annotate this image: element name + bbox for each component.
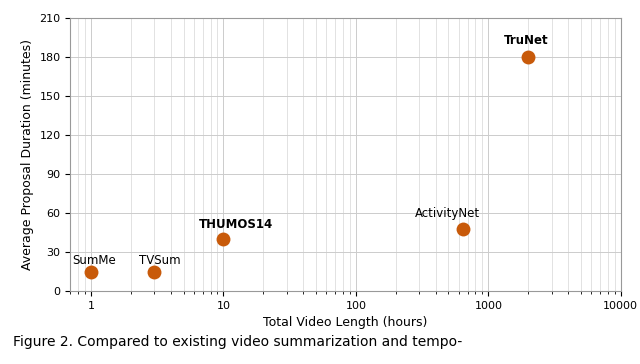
Point xyxy=(218,236,228,242)
Point xyxy=(458,226,468,232)
Text: SumMe: SumMe xyxy=(72,253,116,266)
Point xyxy=(86,269,96,274)
X-axis label: Total Video Length (hours): Total Video Length (hours) xyxy=(264,316,428,329)
Y-axis label: Average Proposal Duration (minutes): Average Proposal Duration (minutes) xyxy=(21,39,34,270)
Text: TVSum: TVSum xyxy=(139,253,180,266)
Text: TruNet: TruNet xyxy=(504,34,548,47)
Text: Figure 2. Compared to existing video summarization and tempo-: Figure 2. Compared to existing video sum… xyxy=(13,336,462,349)
Point xyxy=(523,54,533,60)
Point xyxy=(149,269,159,274)
Text: ActivityNet: ActivityNet xyxy=(415,207,480,220)
Text: THUMOS14: THUMOS14 xyxy=(198,218,273,232)
